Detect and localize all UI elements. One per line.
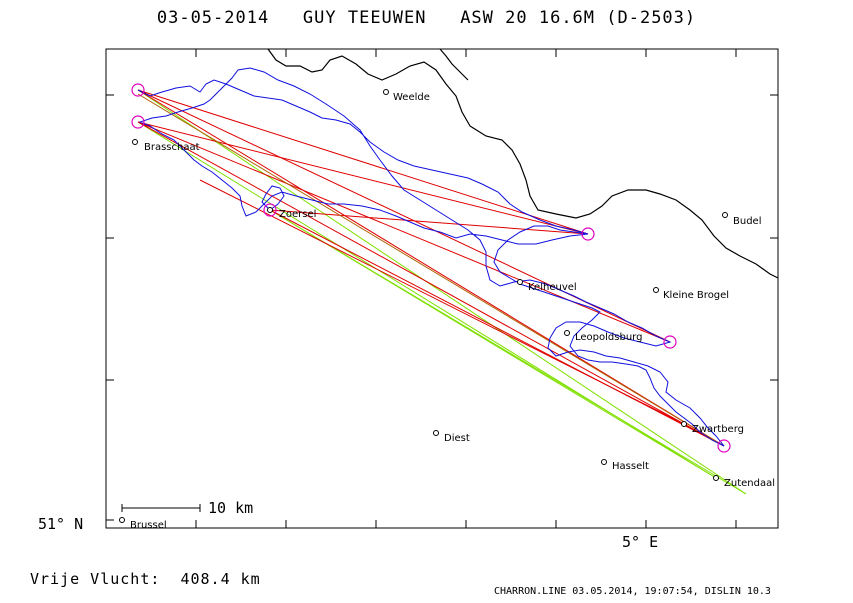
town-budel: Budel xyxy=(722,212,761,227)
flight-track xyxy=(137,67,725,447)
town-leopoldsburg: Leopoldsburg xyxy=(564,330,642,343)
distance-value: 408.4 km xyxy=(180,570,261,588)
svg-text:Brasschaat: Brasschaat xyxy=(144,142,200,153)
svg-text:Diest: Diest xyxy=(444,433,470,444)
town-hasselt: Hasselt xyxy=(601,459,649,472)
town-zutendaal: Zutendaal xyxy=(713,475,775,489)
longitude-label: 5° E xyxy=(622,533,659,551)
distance-readout: Vrije Vlucht: 408.4 km xyxy=(30,570,261,588)
map-frame xyxy=(105,48,779,529)
svg-text:Brussel: Brussel xyxy=(130,520,167,531)
declared-task xyxy=(137,89,747,495)
svg-text:Zoersel: Zoersel xyxy=(279,209,316,220)
turnpoint-markers xyxy=(131,83,731,453)
town-diest: Diest xyxy=(433,430,470,444)
svg-text:Budel: Budel xyxy=(733,216,761,227)
svg-text:Zwartberg: Zwartberg xyxy=(692,424,744,435)
town-zoersel: Zoersel xyxy=(267,207,316,220)
scale-label: 10 km xyxy=(208,499,254,517)
credits: CHARRON.LINE 03.05.2014, 19:07:54, DISLI… xyxy=(494,586,771,597)
coastline xyxy=(439,48,469,81)
town-kleine-brogel: Kleine Brogel xyxy=(653,287,729,301)
svg-text:Kelheuvel: Kelheuvel xyxy=(528,282,577,293)
flight-title: 03-05-2014 GUY TEEUWEN ASW 20 16.6M (D-2… xyxy=(156,8,697,28)
svg-text:Weelde: Weelde xyxy=(393,92,430,103)
town-kelheuvel: Kelheuvel xyxy=(517,279,577,293)
country-border xyxy=(267,48,779,279)
town-weelde: Weelde xyxy=(383,89,430,103)
scored-task xyxy=(137,89,725,447)
town-zwartberg: Zwartberg xyxy=(681,421,744,435)
town-brussel: Brussel xyxy=(119,517,167,531)
svg-text:Zutendaal: Zutendaal xyxy=(724,478,775,489)
latitude-label: 51° N xyxy=(38,515,84,533)
town-brasschaat: Brasschaat xyxy=(132,139,200,153)
svg-text:Leopoldsburg: Leopoldsburg xyxy=(575,332,642,343)
closing-leg xyxy=(137,93,725,447)
distance-label: Vrije Vlucht: xyxy=(30,570,161,588)
towns: Weelde Brasschaat Zoersel Budel Kelheuve… xyxy=(119,89,775,531)
svg-text:Kleine Brogel: Kleine Brogel xyxy=(663,290,729,301)
axis-ticks xyxy=(106,49,778,528)
svg-text:Hasselt: Hasselt xyxy=(612,461,649,472)
scale-bar xyxy=(121,504,201,512)
